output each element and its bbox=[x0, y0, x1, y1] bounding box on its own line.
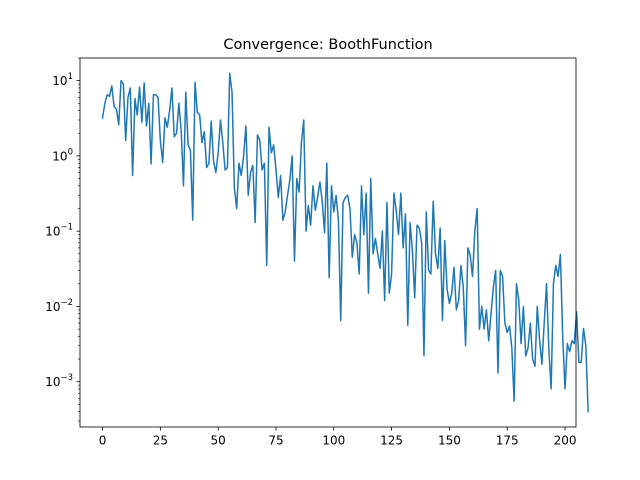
y-axis-ticks: 10−3 10−2 10−1 100 101 bbox=[45, 57, 80, 422]
x-tick-label: 100 bbox=[322, 434, 345, 448]
plot-frame bbox=[79, 57, 577, 428]
chart-title: Convergence: BoothFunction bbox=[223, 37, 432, 53]
y-tick-label: 10−3 bbox=[45, 373, 73, 389]
x-tick-label: 200 bbox=[554, 434, 577, 448]
x-tick-label: 25 bbox=[153, 434, 168, 448]
y-tick-label: 10−2 bbox=[45, 298, 73, 314]
x-tick-label: 125 bbox=[380, 434, 403, 448]
series-layer bbox=[101, 72, 589, 413]
y-tick-label: 10−1 bbox=[45, 223, 73, 239]
y-tick-label: 100 bbox=[52, 147, 73, 163]
x-tick-label: 75 bbox=[268, 434, 283, 448]
y-tick-label: 101 bbox=[52, 72, 73, 88]
x-tick-label: 50 bbox=[211, 434, 226, 448]
x-tick-label: 150 bbox=[438, 434, 461, 448]
series-line-0 bbox=[101, 72, 589, 413]
x-tick-label: 175 bbox=[496, 434, 519, 448]
x-axis-ticks: 0 25 50 75 100 125 150 175 200 bbox=[99, 427, 577, 448]
x-tick-label: 0 bbox=[99, 434, 107, 448]
